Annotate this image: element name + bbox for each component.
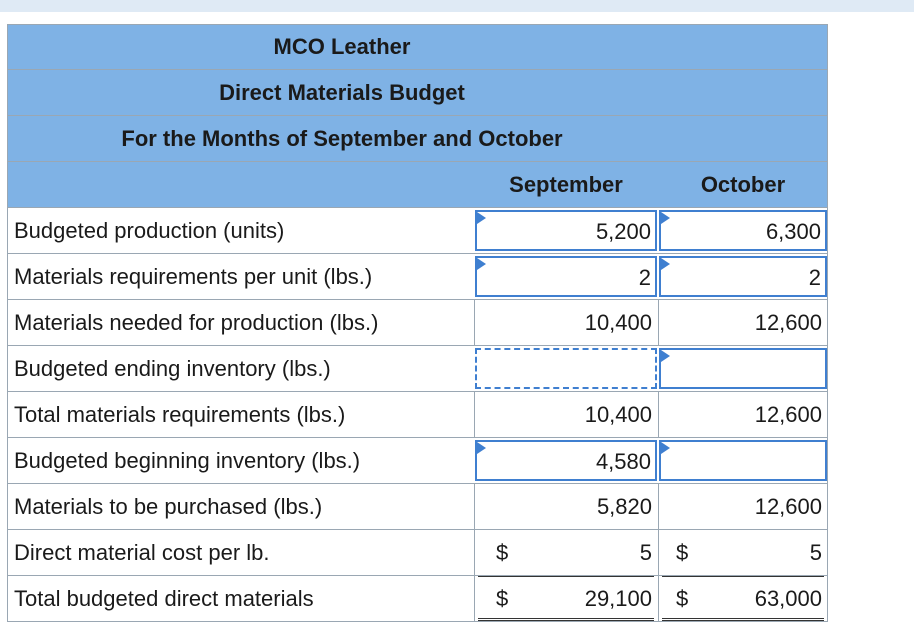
- table-row-total-requirements: Total materials requirements (lbs.) 10,4…: [7, 392, 828, 438]
- company-name: MCO Leather: [273, 34, 411, 59]
- september-cost-per-lb-cell: $ 5: [496, 540, 652, 565]
- currency-symbol: $: [676, 586, 689, 611]
- input-marker-icon: [661, 350, 670, 362]
- table-row-materials-needed: Materials needed for production (lbs.) 1…: [7, 300, 828, 346]
- september-beginning-inventory-input[interactable]: 4,580: [475, 440, 657, 481]
- table-row-budgeted-production: Budgeted production (units) 5,200 6,300: [7, 208, 828, 254]
- input-marker-icon: [477, 258, 486, 270]
- direct-materials-budget-table: MCO Leather Direct Materials Budget For …: [7, 24, 828, 622]
- september-ending-inventory-input[interactable]: [475, 348, 657, 389]
- october-cost-per-lb-cell: $ 5: [676, 540, 822, 565]
- report-title: Direct Materials Budget: [219, 79, 465, 105]
- row-label: Total budgeted direct materials: [14, 586, 314, 611]
- september-budgeted-production-input[interactable]: 5,200: [475, 210, 657, 251]
- currency-symbol: $: [676, 540, 689, 565]
- row-label: Budgeted production (units): [14, 218, 285, 243]
- input-marker-icon: [661, 442, 670, 454]
- input-marker-icon: [661, 258, 670, 270]
- currency-symbol: $: [496, 586, 509, 611]
- row-label: Total materials requirements (lbs.): [14, 402, 346, 427]
- september-total-direct-materials-cell: $ 29,100: [474, 576, 658, 621]
- input-marker-icon: [477, 212, 486, 224]
- october-materials-purchased-cell: 12,600: [754, 494, 822, 519]
- october-budgeted-production-input[interactable]: 6,300: [659, 210, 827, 251]
- table-row-beginning-inventory: Budgeted beginning inventory (lbs.) 4,58…: [7, 438, 828, 484]
- double-underline: [478, 618, 654, 621]
- september-materials-per-unit-input[interactable]: 2: [475, 256, 657, 297]
- october-total-requirements-cell: 12,600: [754, 402, 822, 427]
- top-bar: [0, 0, 914, 12]
- september-materials-purchased-cell: 5,820: [596, 494, 652, 519]
- october-total-direct-materials-cell: $ 63,000: [658, 576, 828, 621]
- row-label: Materials requirements per unit (lbs.): [14, 264, 373, 289]
- input-marker-icon: [477, 442, 486, 454]
- row-label: Direct material cost per lb.: [14, 540, 270, 565]
- period-row: For the Months of September and October: [7, 116, 828, 162]
- report-title-row: Direct Materials Budget: [7, 70, 828, 116]
- october-ending-inventory-input[interactable]: [659, 348, 827, 389]
- row-label: Materials to be purchased (lbs.): [14, 494, 323, 519]
- table-row-materials-per-unit: Materials requirements per unit (lbs.) 2…: [7, 254, 828, 300]
- table-row-materials-purchased: Materials to be purchased (lbs.) 5,820 1…: [7, 484, 828, 530]
- column-header-row: September October: [7, 162, 828, 208]
- company-name-row: MCO Leather: [7, 24, 828, 70]
- column-header-september: September: [509, 171, 623, 197]
- double-underline: [662, 618, 824, 621]
- table-row-cost-per-lb: Direct material cost per lb. $ 5 $ 5: [7, 530, 828, 576]
- input-marker-icon: [661, 212, 670, 224]
- september-materials-needed-cell: 10,400: [584, 310, 652, 335]
- currency-symbol: $: [496, 540, 509, 565]
- september-total-requirements-cell: 10,400: [584, 402, 652, 427]
- october-materials-needed-cell: 12,600: [754, 310, 822, 335]
- report-period: For the Months of September and October: [121, 125, 563, 151]
- row-label: Materials needed for production (lbs.): [14, 310, 379, 335]
- october-beginning-inventory-input[interactable]: [659, 440, 827, 481]
- table-row-total-direct-materials: Total budgeted direct materials $ 29,100…: [7, 576, 828, 622]
- column-header-october: October: [700, 171, 786, 197]
- row-label: Budgeted beginning inventory (lbs.): [14, 448, 361, 473]
- october-materials-per-unit-input[interactable]: 2: [659, 256, 827, 297]
- table-row-ending-inventory: Budgeted ending inventory (lbs.): [7, 346, 828, 392]
- row-label: Budgeted ending inventory (lbs.): [14, 356, 331, 381]
